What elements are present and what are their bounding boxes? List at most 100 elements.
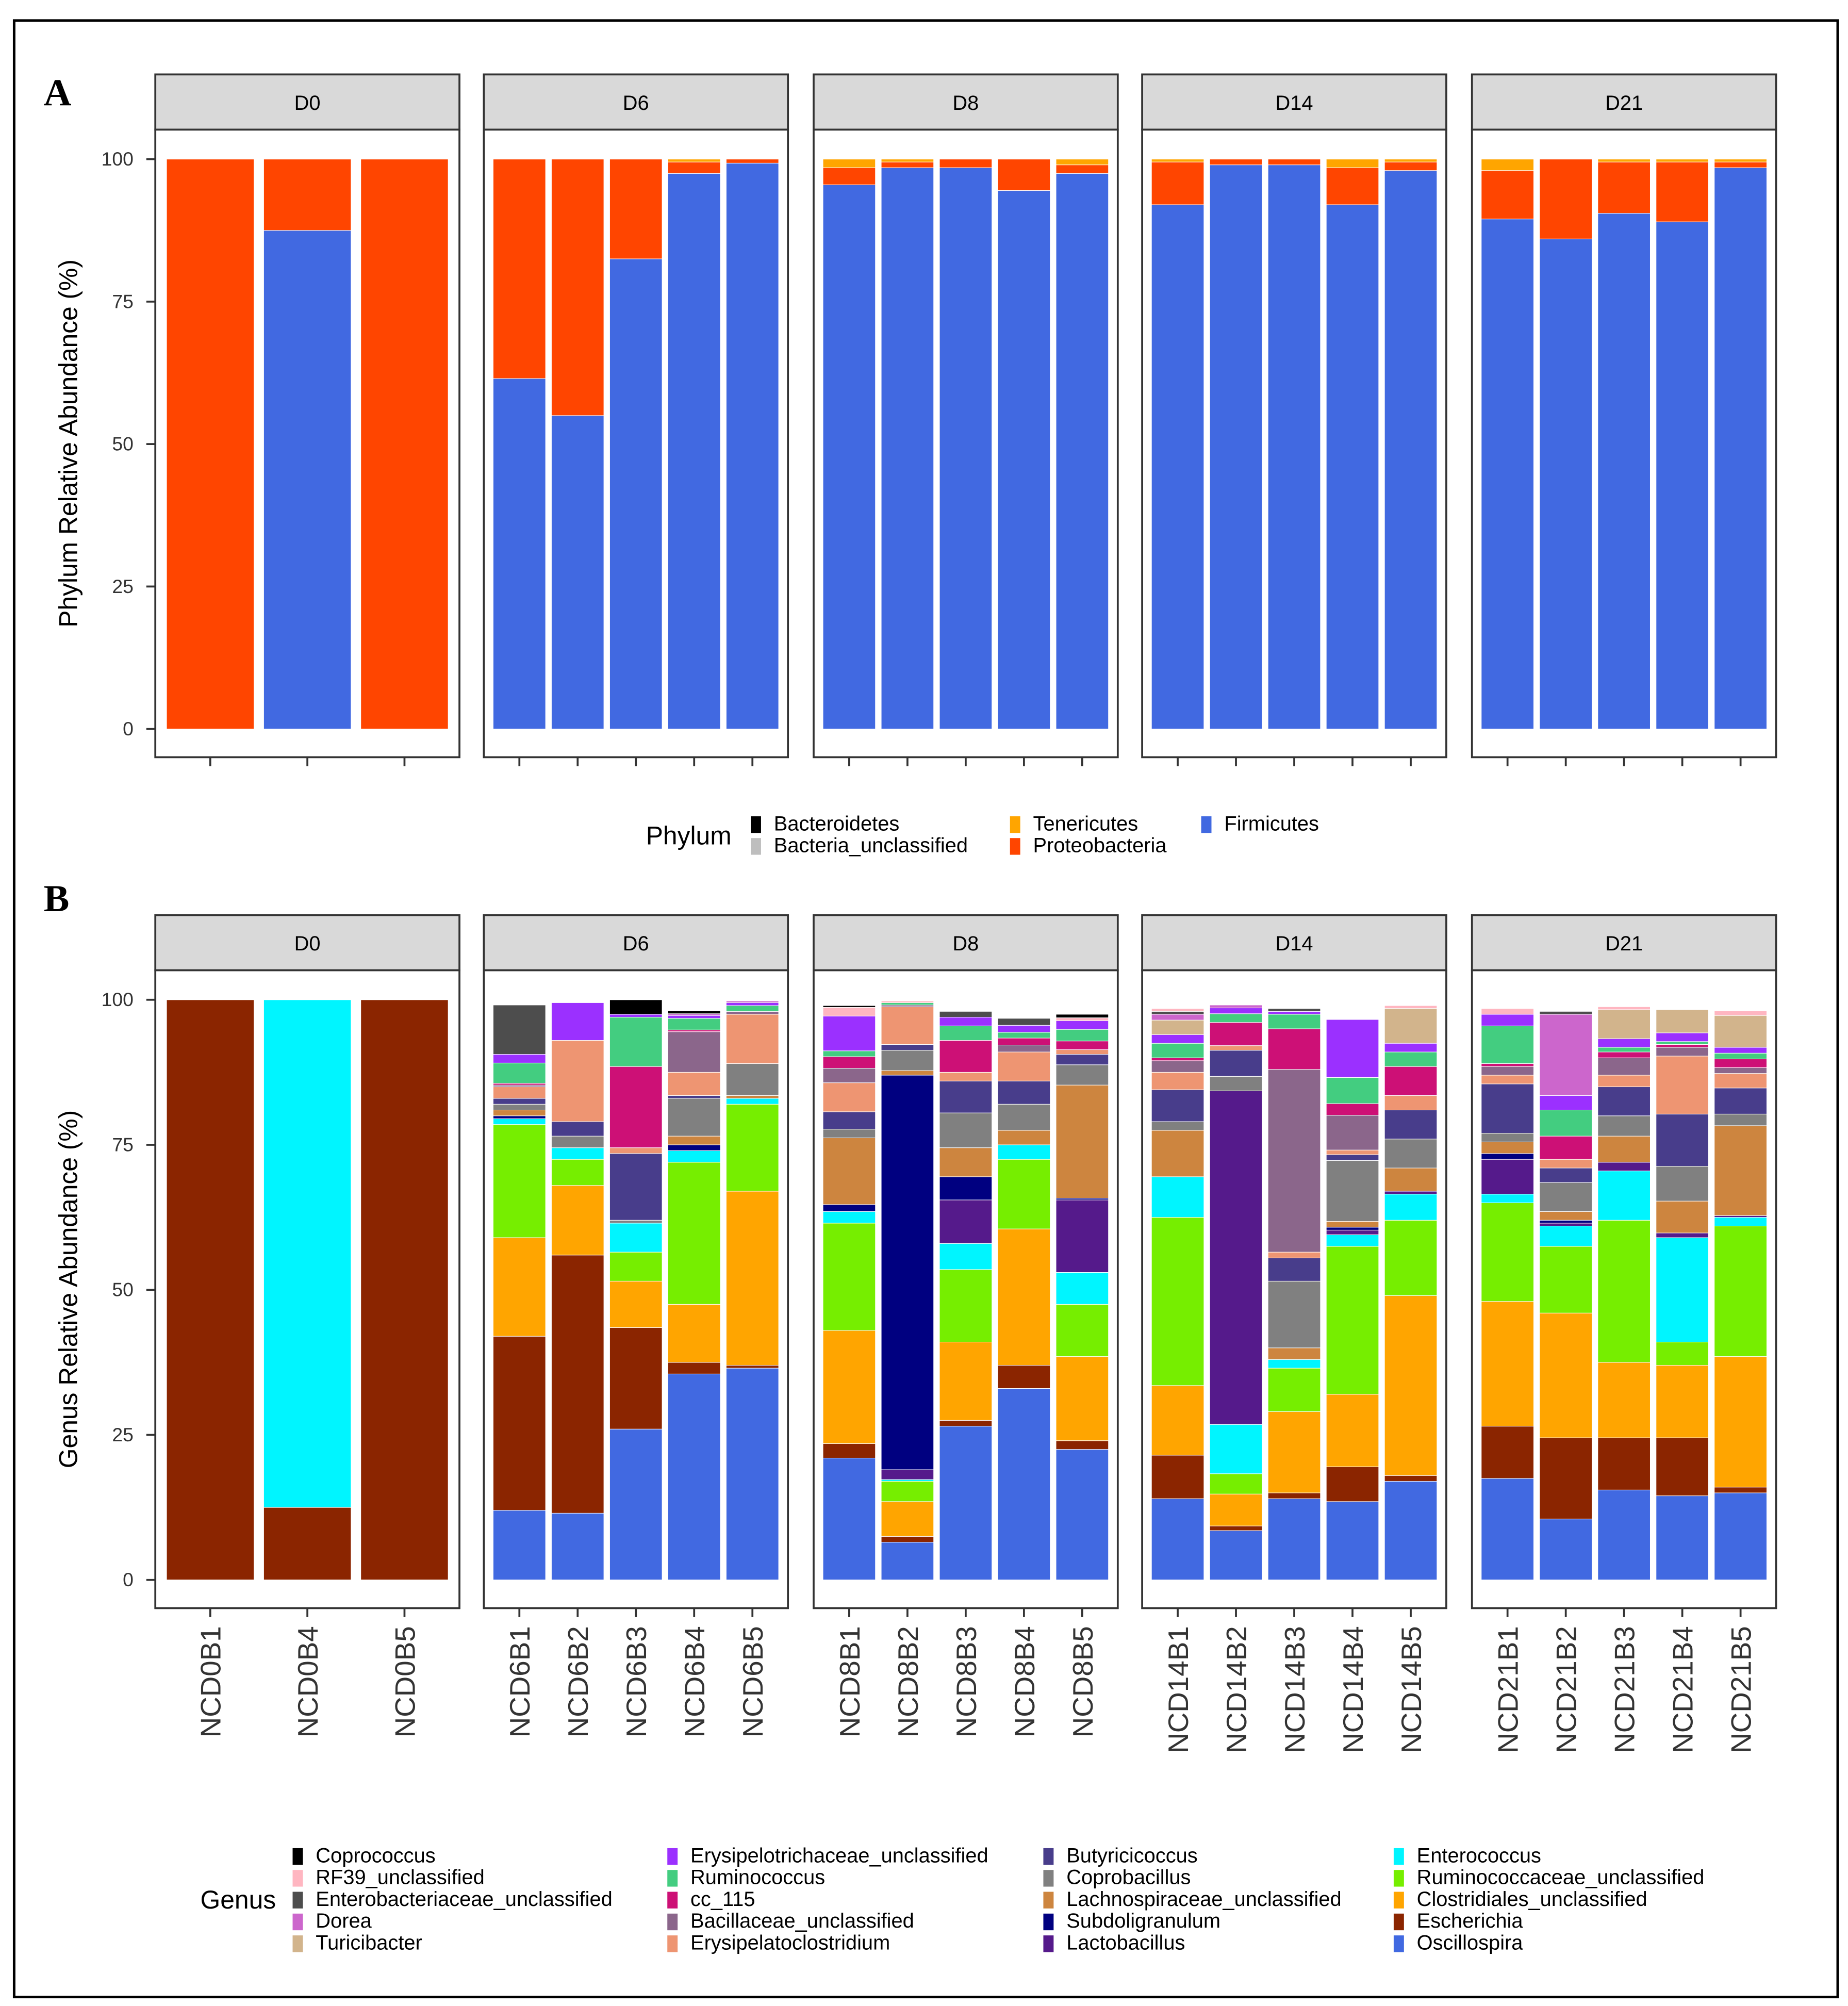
facet-strip	[154, 914, 460, 972]
legend-title: Genus	[201, 1885, 276, 1914]
bar-segment-coprobacillus	[939, 1112, 993, 1148]
bar-segment-coprobacillus	[1597, 1115, 1651, 1137]
bar-segment-tenericutes	[1055, 159, 1109, 166]
bar-segment-bacillaceae-unclassified	[1714, 1067, 1767, 1074]
bar-segment-ruminococcus	[1481, 1025, 1534, 1064]
bar-segment-cc-115	[822, 1056, 876, 1069]
bar-segment-erysipelotrichaceae-unclassified	[667, 1015, 721, 1019]
bar-segment-oscillospira	[1656, 1495, 1709, 1581]
bar-segment-escherichia	[1481, 1426, 1534, 1479]
bar-segment-dorea	[725, 1000, 779, 1003]
bar-segment-enterococcus	[1384, 1194, 1438, 1221]
bar-segment-subdoligranulum	[492, 1115, 546, 1119]
bar-segment-rf39-unclassified	[1055, 1017, 1109, 1021]
facet-strip	[1471, 914, 1777, 972]
bar-segment-escherichia	[1209, 1525, 1263, 1531]
bar-segment-escherichia	[263, 1507, 352, 1581]
legend-label: Erysipelotrichaceae_unclassified	[690, 1844, 988, 1867]
x-tick-label: NCD6B2	[562, 1626, 594, 1737]
bar-segment-clostridiales-unclassified	[822, 1330, 876, 1444]
bar-segment-enterococcus	[1326, 1234, 1379, 1247]
bar-segment-proteobacteria	[1597, 161, 1651, 214]
bar-segment-clostridiales-unclassified	[725, 1191, 779, 1366]
bar-segment-ruminococcus	[939, 1025, 993, 1041]
facet-label: D8	[952, 92, 979, 114]
bar-segment-ruminococcus	[1384, 1051, 1438, 1067]
bar-segment-bacillaceae-unclassified	[492, 1084, 546, 1088]
legend-label: Bacteria_unclassified	[774, 834, 968, 857]
bar-ncd6b1	[492, 1005, 546, 1581]
facet-d6: D6 NCD6B1 NCD6B2 NCD6B3 NCD6B4 NCD6B5	[483, 914, 789, 1737]
bar-segment-erysipelatoclostridium	[1714, 1073, 1767, 1089]
bar-segment-firmicutes	[939, 167, 993, 730]
bar-ncd8b1	[822, 159, 876, 730]
bar-segment-proteobacteria	[1539, 159, 1592, 239]
bar-segment-firmicutes	[1267, 165, 1321, 730]
bar-segment-lachnospiraceae-unclassified	[881, 1070, 934, 1076]
bar-segment-butyricicoccus	[1539, 1168, 1592, 1183]
bar-segment-ruminococcus	[1209, 1013, 1263, 1023]
bar-ncd21b4	[1656, 1009, 1709, 1581]
bar-segment-erysipelatoclostridium	[1481, 1075, 1534, 1084]
bar-segment-escherichia	[1597, 1437, 1651, 1490]
legend-key	[667, 1913, 678, 1931]
bar-segment-bacillaceae-unclassified	[881, 1005, 934, 1007]
y-tick-label: 0	[123, 1569, 134, 1590]
bar-segment-coprobacillus	[1539, 1182, 1592, 1212]
bar-segment-coprobacillus	[1209, 1076, 1263, 1091]
bar-segment-erysipelatoclostridium	[609, 1147, 663, 1154]
x-tick-label: NCD8B2	[892, 1626, 924, 1737]
x-tick-label: NCD21B5	[1725, 1626, 1757, 1753]
bar-segment-firmicutes	[881, 167, 934, 730]
bar-segment-cc-115	[1151, 1057, 1204, 1061]
y-tick-label: 50	[112, 433, 134, 455]
bar-segment-enterococcus	[1481, 1194, 1534, 1204]
x-tick-label: NCD6B1	[504, 1626, 536, 1737]
bar-segment-dorea	[1151, 1014, 1204, 1021]
legend-key	[1393, 1892, 1404, 1909]
bar-segment-escherichia	[1326, 1466, 1379, 1502]
legend-key	[1043, 1935, 1054, 1952]
bar-segment-proteobacteria	[551, 159, 604, 416]
facet-d0: D0 NCD0B1 NCD0B4 NCD0B5	[154, 914, 460, 1737]
facet-strip	[1141, 914, 1447, 972]
bar-segment-lactobacillus	[1539, 1223, 1592, 1227]
bar-ncd14b2	[1209, 159, 1263, 730]
facet-d14: D14 NCD14B1 NCD14B2 NCD14B3 NCD14B4 NCD14B5	[1141, 914, 1447, 1753]
y-tick-label: 75	[112, 290, 134, 312]
bar-segment-coprococcus	[667, 1010, 721, 1014]
bar-segment-turicibacter	[1714, 1015, 1767, 1048]
bar-segment-firmicutes	[725, 162, 779, 730]
bar-ncd8b5	[1055, 159, 1109, 730]
bar-segment-oscillospira	[667, 1373, 721, 1581]
bar-ncd8b3	[939, 1011, 993, 1581]
bar-segment-subdoligranulum	[881, 1075, 934, 1470]
bar-segment-cc-115	[1326, 1103, 1379, 1116]
bar-segment-coprococcus	[609, 999, 663, 1015]
bar-segment-firmicutes	[1151, 204, 1204, 730]
bar-segment-cc-115	[492, 1083, 546, 1086]
bar-segment-clostridiales-unclassified	[1055, 1356, 1109, 1441]
bar-segment-ruminococcaceae-unclassified	[1714, 1226, 1767, 1357]
legend-label: Subdoligranulum	[1066, 1910, 1220, 1932]
bar-segment-proteobacteria	[725, 159, 779, 163]
bar-segment-butyricicoccus	[822, 1111, 876, 1130]
bar-segment-ruminococcaceae-unclassified	[1481, 1203, 1534, 1302]
y-tick-label: 25	[112, 1424, 134, 1445]
panel-label: A	[44, 71, 72, 114]
bar-ncd21b5	[1714, 159, 1767, 730]
bar-ncd14b5	[1384, 159, 1438, 730]
bar-ncd21b2	[1539, 159, 1592, 730]
legend-label: RF39_unclassified	[316, 1866, 485, 1889]
bar-segment-bacillaceae-unclassified	[1656, 1047, 1709, 1057]
bar-segment-cc-115	[1209, 1022, 1263, 1046]
bar-segment-erysipelotrichaceae-unclassified	[492, 1054, 546, 1063]
legend-label: Enterobacteriaceae_unclassified	[316, 1888, 612, 1911]
bar-segment-oscillospira	[725, 1368, 779, 1581]
x-tick-label: NCD14B5	[1395, 1626, 1427, 1753]
bar-segment-tenericutes	[667, 159, 721, 162]
bar-ncd6b5	[725, 1000, 779, 1581]
legend-key	[667, 1935, 678, 1952]
bar-segment-lachnospiraceae-unclassified	[1326, 1221, 1379, 1228]
bar-segment-clostridiales-unclassified	[1656, 1364, 1709, 1438]
